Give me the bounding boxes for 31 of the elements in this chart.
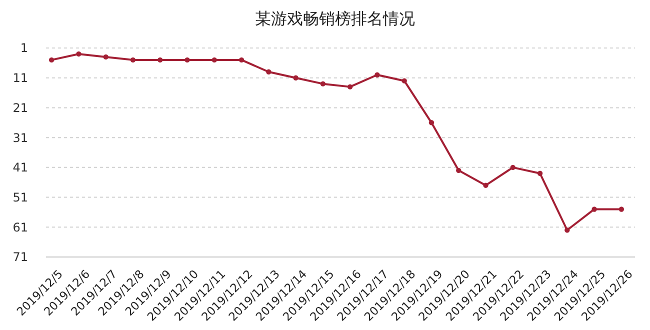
point <box>374 72 380 78</box>
point <box>238 57 244 63</box>
point <box>320 81 326 86</box>
point <box>428 120 434 126</box>
point <box>48 57 54 63</box>
point <box>347 84 353 90</box>
point <box>266 69 272 74</box>
y-tick-label: 51 <box>12 190 28 204</box>
point <box>103 54 108 60</box>
chart-title: 某游戏畅销榜排名情况 <box>255 9 415 28</box>
y-tick-label: 41 <box>12 160 28 175</box>
point <box>158 57 163 63</box>
point <box>212 57 217 63</box>
point <box>130 57 136 63</box>
y-tick-label: 31 <box>12 130 28 145</box>
point <box>564 228 570 233</box>
y-tick-label: 71 <box>12 250 28 264</box>
point <box>510 164 516 170</box>
point <box>456 168 462 174</box>
y-tick-label: 21 <box>12 100 28 115</box>
point <box>537 170 543 176</box>
point <box>184 57 190 63</box>
point <box>402 78 407 84</box>
y-tick-label: 61 <box>12 220 28 234</box>
point <box>592 206 597 212</box>
point <box>293 75 298 80</box>
y-tick-label: 11 <box>12 71 28 86</box>
point <box>618 206 624 212</box>
point <box>76 51 82 57</box>
y-tick-label: 1 <box>20 41 28 56</box>
point <box>483 182 488 188</box>
